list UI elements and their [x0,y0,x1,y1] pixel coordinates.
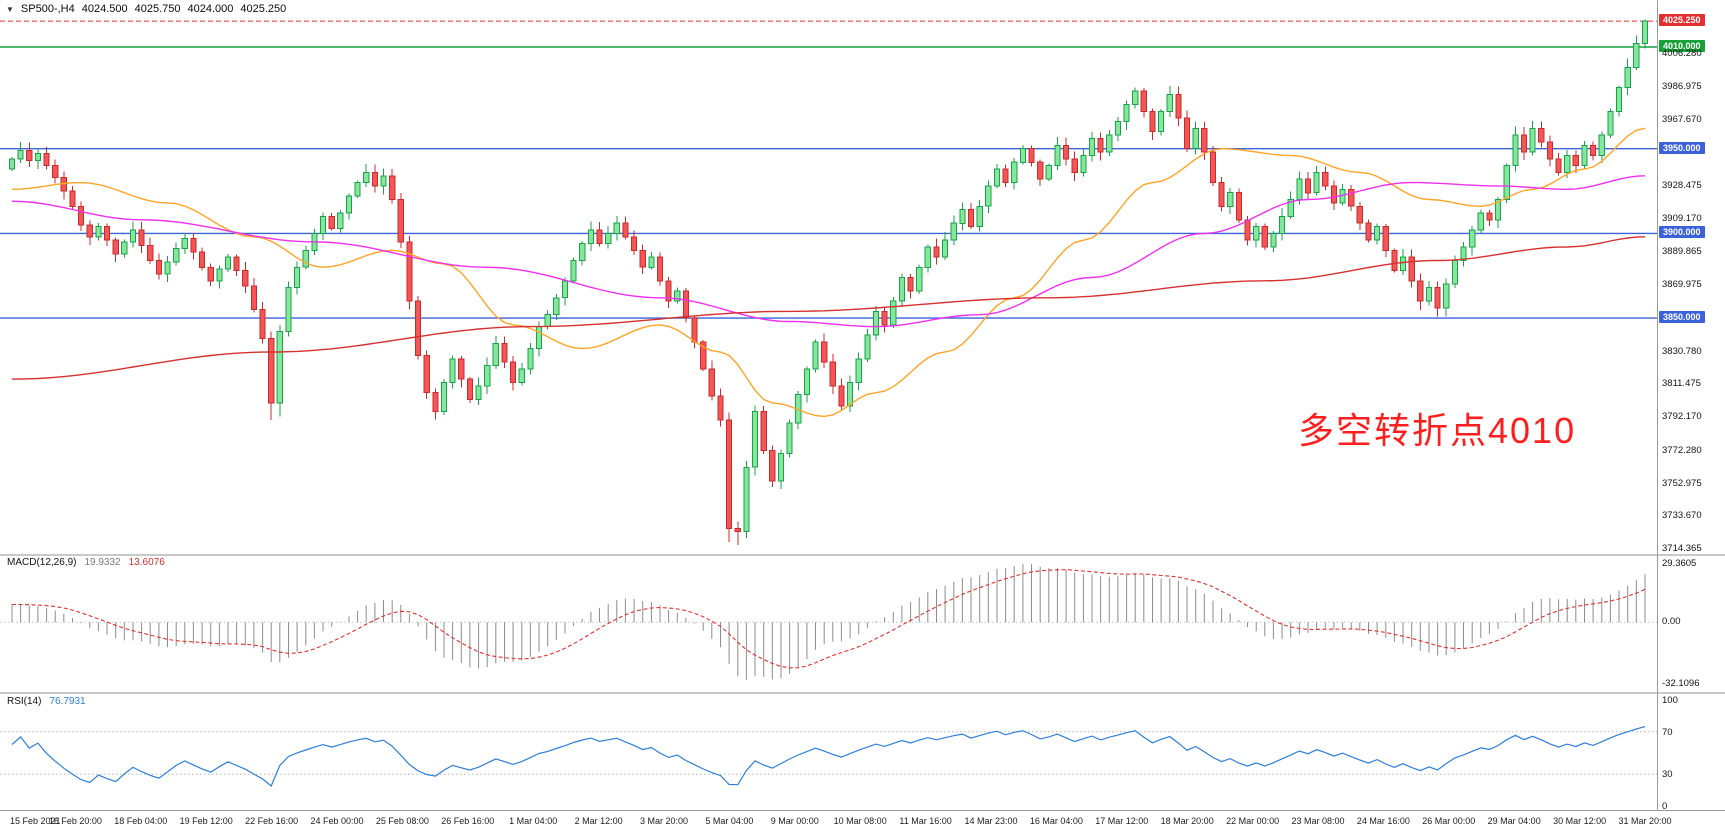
price-tick-label: 3830.780 [1662,345,1702,357]
rsi-indicator-label: RSI(14) 76.7931 [7,696,86,707]
ohlc-close: 4025.250 [240,3,287,15]
macd-indicator-label: MACD(12,26,9) 19.9332 13.6076 [7,557,165,568]
time-tick-label: 10 Mar 08:00 [833,816,887,826]
time-tick-label: 24 Feb 00:00 [310,816,364,826]
time-tick-label: 9 Mar 00:00 [770,816,819,826]
macd-name: MACD(12,26,9) [7,557,77,568]
symbol-info: ▼ SP500-,H4 4024.500 4025.750 4024.000 4… [6,3,286,15]
time-tick-label: 16 Mar 04:00 [1029,816,1083,826]
panel-separator[interactable] [0,692,1725,694]
time-tick-label: 25 Feb 08:00 [375,816,429,826]
time-tick-label: 18 Mar 20:00 [1160,816,1214,826]
price-tick-label: 3909.170 [1662,212,1702,224]
price-tick-label: 3733.670 [1662,510,1702,522]
symbol-timeframe: SP500-,H4 [20,3,75,15]
time-tick-label: 16 Feb 20:00 [48,816,102,826]
time-tick-label: 5 Mar 04:00 [705,816,754,826]
indicator-panels [0,564,1657,787]
time-tick-label: 11 Mar 16:00 [899,816,952,826]
ohlc-open: 4024.500 [81,3,128,15]
rsi-tick-label: 100 [1662,695,1678,706]
price-tick-label: 3967.670 [1662,113,1702,125]
time-tick-label: 15 Feb 2021 [10,816,61,826]
price-line-badge: 3950.000 [1659,141,1705,154]
time-tick-label: 22 Mar 00:00 [1226,816,1280,826]
macd-tick-label: -32.1096 [1662,678,1700,689]
macd-tick-label: 29.3605 [1662,558,1697,569]
price-tick-label: 3792.170 [1662,411,1702,423]
time-tick-label: 22 Feb 16:00 [245,816,299,826]
time-tick-label: 18 Feb 04:00 [114,816,168,826]
time-tick-label: 30 Mar 12:00 [1553,816,1607,826]
axis-divider [1657,0,1658,810]
price-tick-label: 3772.280 [1662,444,1702,456]
time-tick-label: 3 Mar 20:00 [639,816,689,826]
ohlc-high: 4025.750 [134,3,181,15]
price-tick-label: 3986.975 [1662,80,1702,92]
time-tick-label: 26 Feb 16:00 [441,816,495,826]
price-line-badge: 4025.250 [1659,14,1705,27]
ohlc-low: 4024.000 [187,3,234,15]
price-tick-label: 3752.975 [1662,477,1702,489]
macd-signal-value: 13.6076 [128,557,165,568]
time-tick-label: 17 Mar 12:00 [1095,816,1149,826]
ma-line-mid [11,175,1646,328]
rsi-name: RSI(14) [7,696,42,707]
rsi-tick-label: 30 [1662,769,1673,781]
time-tick-label: 23 Mar 08:00 [1291,816,1345,826]
price-tick-label: 3928.475 [1662,180,1702,192]
rsi-line [11,726,1646,787]
price-line-badge: 3900.000 [1659,226,1705,239]
ma-line-fast [11,127,1646,418]
price-tick-label: 4006.280 [1662,48,1702,60]
ma-line-slow [12,236,1646,380]
support-resistance-lines [0,20,1657,319]
price-tick-label: 3889.865 [1662,245,1702,257]
time-axis: 15 Feb 2021 16 Feb 20:00 18 Feb 04:00 19 Fe… [0,810,1725,833]
time-tick-label: 1 Mar 04:00 [509,816,558,826]
candlestick-series [8,19,1649,546]
rsi-tick-label: 0 [1662,801,1668,812]
moving-average-lines [11,127,1646,418]
price-tick-label: 3714.365 [1662,542,1702,554]
time-tick-label: 2 Mar 12:00 [574,816,623,826]
macd-main-value: 19.9332 [84,557,121,568]
chart-annotation-text[interactable]: 多空转折点4010 [1298,410,1577,451]
price-tick-label: 3869.975 [1662,279,1702,291]
time-tick-label: 14 Mar 23:00 [964,816,1018,826]
macd-signal-line [12,569,1646,669]
time-tick-label: 24 Mar 16:00 [1356,816,1410,826]
panel-separator[interactable] [0,554,1725,556]
macd-tick-label: 0.00 [1662,616,1681,628]
time-tick-label: 26 Mar 00:00 [1422,816,1476,826]
time-tick-label: 19 Feb 12:00 [179,816,233,826]
rsi-tick-label: 70 [1662,726,1673,738]
price-tick-label: 3811.475 [1662,378,1701,390]
chart-shift-icon: ▼ [6,4,14,14]
price-line-badge: 4010.000 [1659,39,1705,52]
time-tick-label: 29 Mar 04:00 [1487,816,1541,826]
price-line-badge: 3850.000 [1659,311,1705,324]
rsi-value: 76.7931 [49,696,86,707]
time-tick-label: 31 Mar 20:00 [1618,816,1672,826]
